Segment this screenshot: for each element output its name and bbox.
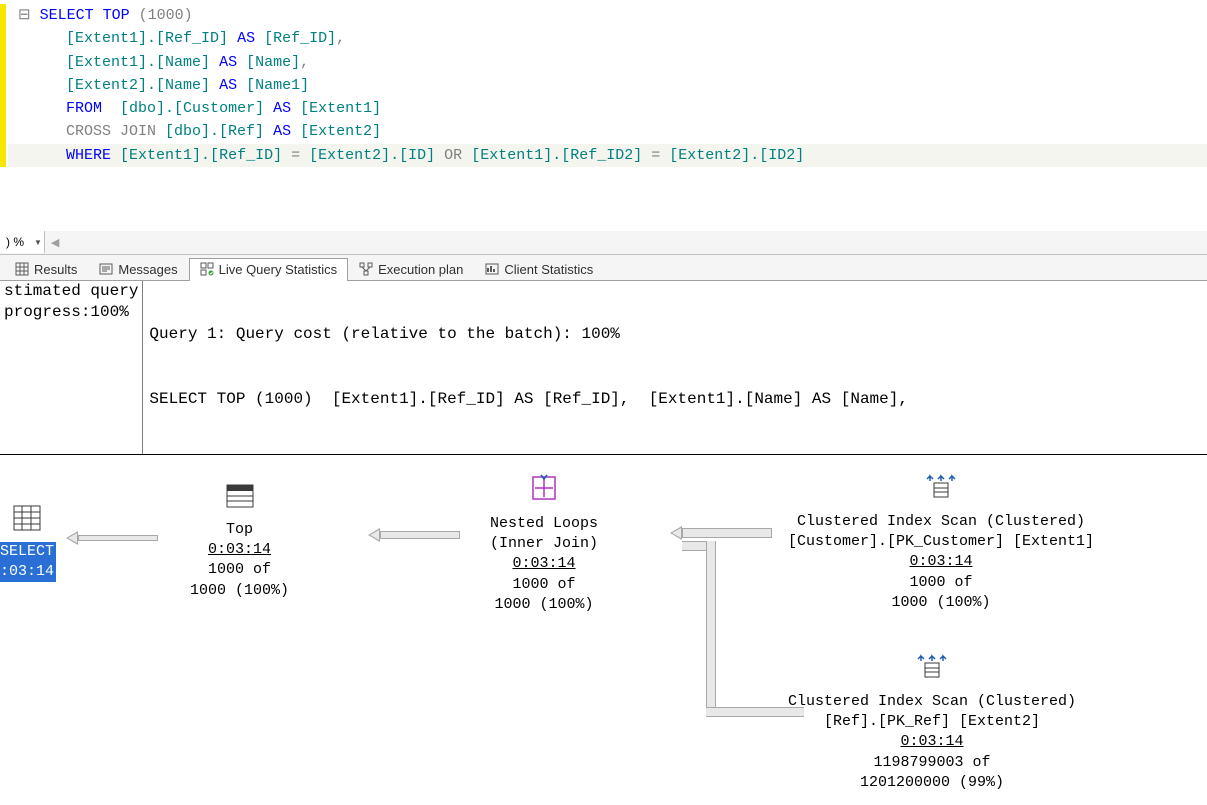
plan-node-rows: 1000 of [910,574,973,591]
results-tabs: Results Messages Live Query Statistics E… [0,255,1207,281]
select-result-icon [0,505,56,538]
plan-arrow [670,526,682,540]
plan-arrow [78,535,158,541]
messages-icon [99,262,113,276]
zoom-value: ) % [6,235,24,249]
tab-client-statistics[interactable]: Client Statistics [474,258,604,281]
plan-node-subtitle: [Ref].[PK_Ref] [Extent2] [824,713,1040,730]
plan-node-rows: 1000 of [208,561,271,578]
plan-node-title: Nested Loops [490,515,598,532]
plan-node-time: 0:03:14 [910,553,973,570]
sql-line: [Extent1].[Ref_ID] AS [Ref_ID], [8,27,1207,50]
plan-node-time: 0:03:14 [208,541,271,558]
query-text: Query 1: Query cost (relative to the bat… [143,281,914,454]
tab-label: Messages [118,262,177,277]
tab-label: Execution plan [378,262,463,277]
plan-connector [706,541,716,717]
tab-label: Client Statistics [504,262,593,277]
query-cost-line: Query 1: Query cost (relative to the bat… [149,324,908,346]
tab-results[interactable]: Results [4,258,88,281]
sql-line: CROSS JOIN [dbo].[Ref] AS [Extent2] [8,120,1207,143]
plan-node-rows: 1198799003 of [874,754,991,771]
plan-node-title: SELECT [0,542,56,562]
sql-line: WHERE [Extent1].[Ref_ID] = [Extent2].[ID… [8,144,1207,167]
plan-node-title: Clustered Index Scan (Clustered) [788,693,1076,710]
plan-node-rows: 1000 (100%) [190,582,289,599]
chevron-down-icon: ▼ [34,238,42,247]
query-header: stimated query progress:100% Query 1: Qu… [0,281,1207,455]
plan-node-title: Top [226,521,253,538]
query-sql-line: SELECT TOP (1000) [Extent1].[Ref_ID] AS … [149,389,908,411]
progress-value: progress:100% [4,302,138,324]
plan-node-rows: 1000 of [513,576,576,593]
plan-node-subtitle: [Customer].[PK_Customer] [Extent1] [788,533,1094,550]
change-gutter [0,4,6,167]
tab-label: Results [34,262,77,277]
zoom-toolbar: ) % ▼ ◀ [0,231,1207,255]
execution-plan-icon [359,262,373,276]
collapse-icon[interactable]: ⊟ [8,7,31,24]
sql-line: ⊟ SELECT TOP (1000) [8,4,1207,27]
sql-line: FROM [dbo].[Customer] AS [Extent1] [8,97,1207,120]
sql-line: [Extent2].[Name] AS [Name1] [8,74,1207,97]
tab-execution-plan[interactable]: Execution plan [348,258,474,281]
clustered-index-scan-icon [788,473,1094,508]
progress-label: stimated query [4,281,138,303]
plan-node-index-scan-customer[interactable]: Clustered Index Scan (Clustered) [Custom… [788,473,1094,614]
top-operator-icon [190,483,289,516]
nested-loops-icon [490,473,598,510]
grid-icon [15,262,29,276]
plan-node-title: Clustered Index Scan (Clustered) [797,513,1085,530]
scroll-left-icon[interactable]: ◀ [51,236,59,249]
plan-node-subtitle: (Inner Join) [490,535,598,552]
plan-node-rows: 1000 (100%) [495,596,594,613]
tab-label: Live Query Statistics [219,262,338,277]
plan-node-time: :03:14 [0,562,56,582]
plan-node-time: 0:03:14 [901,733,964,750]
plan-node-nested-loops[interactable]: Nested Loops (Inner Join) 0:03:14 1000 o… [490,473,598,616]
plan-node-time: 0:03:14 [513,555,576,572]
plan-node-index-scan-ref[interactable]: Clustered Index Scan (Clustered) [Ref].[… [788,653,1076,794]
client-stats-icon [485,262,499,276]
plan-arrow [380,531,460,539]
plan-arrow [368,528,380,542]
clustered-index-scan-icon [788,653,1076,688]
plan-node-top[interactable]: Top 0:03:14 1000 of 1000 (100%) [190,483,289,601]
tab-messages[interactable]: Messages [88,258,188,281]
sql-line: [Extent1].[Name] AS [Name], [8,51,1207,74]
plan-arrow [682,528,772,538]
progress-summary: stimated query progress:100% [0,281,143,454]
plan-node-rows: 1201200000 (99%) [860,774,1004,791]
zoom-dropdown[interactable]: ) % ▼ [0,231,45,253]
sql-editor[interactable]: ⊟ SELECT TOP (1000) [Extent1].[Ref_ID] A… [0,0,1207,171]
plan-arrow [66,531,78,545]
plan-node-select[interactable]: SELECT :03:14 [0,505,56,583]
plan-node-rows: 1000 (100%) [892,594,991,611]
execution-plan-canvas[interactable]: SELECT :03:14 Top 0:03:14 1000 of 1000 (… [0,455,1207,805]
tab-live-query-statistics[interactable]: Live Query Statistics [189,258,349,281]
live-stats-icon [200,262,214,276]
